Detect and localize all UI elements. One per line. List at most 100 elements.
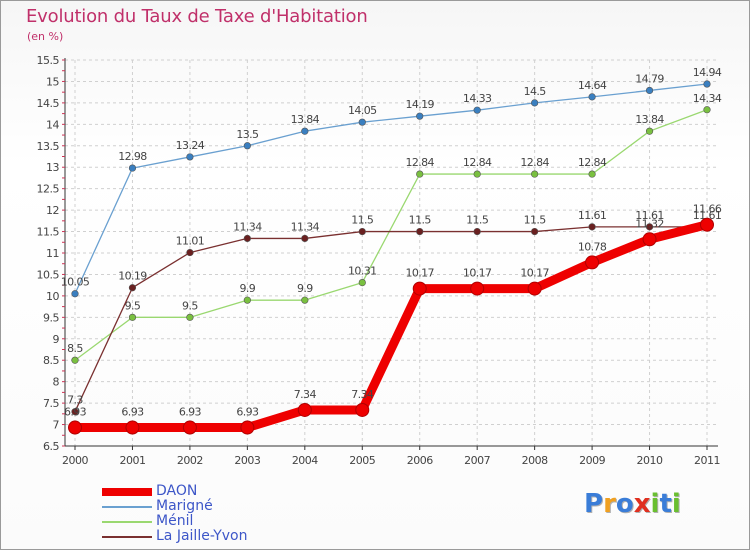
- data-point: [531, 227, 539, 236]
- data-label: 14.64: [578, 79, 607, 92]
- logo-letter: P: [584, 489, 604, 519]
- data-point: [585, 255, 600, 270]
- data-label: 9.9: [240, 282, 256, 295]
- y-tick-label: 12.5: [37, 183, 60, 196]
- y-tick-label: 8.5: [43, 354, 59, 367]
- data-label: 11.5: [524, 214, 547, 227]
- data-label: 14.94: [693, 66, 722, 79]
- data-label: 12.98: [118, 150, 147, 163]
- data-point: [642, 232, 657, 247]
- series-marign-: 10.05 12.98 13.24 13.5 13.84 14.05 14.19 14.33 1…: [61, 66, 722, 298]
- data-point: [186, 153, 194, 161]
- grid: [65, 59, 718, 447]
- data-label: 14.19: [405, 98, 434, 111]
- data-point: [470, 281, 485, 296]
- data-point: [645, 223, 654, 231]
- data-point: [473, 106, 481, 114]
- y-tick-label: 13: [46, 161, 59, 174]
- x-tick-label: 2000: [62, 454, 88, 467]
- x-tick-label: 2002: [177, 454, 203, 467]
- data-label: 11.66: [693, 203, 722, 216]
- data-point: [128, 313, 137, 321]
- data-point: [186, 313, 194, 321]
- y-tick-label: 9.5: [43, 311, 59, 324]
- data-label: 6.93: [236, 406, 259, 419]
- data-point: [588, 223, 596, 231]
- y-tick-label: 13.5: [37, 140, 60, 153]
- data-point: [588, 170, 596, 178]
- data-point: [412, 281, 427, 296]
- data-point: [416, 112, 424, 120]
- data-label: 13.5: [236, 128, 259, 141]
- data-point: [527, 281, 542, 296]
- data-label: 12.84: [405, 156, 434, 169]
- x-tick-label: 2009: [579, 454, 605, 467]
- x-tick-label: 2010: [637, 454, 663, 467]
- x-tick-label: 2001: [119, 454, 145, 467]
- data-label: 10.17: [405, 267, 434, 280]
- data-point: [355, 402, 370, 417]
- legend-swatch: [102, 506, 152, 508]
- data-label: 14.5: [524, 85, 547, 98]
- data-point: [71, 356, 79, 364]
- data-point: [416, 170, 424, 178]
- data-point: [416, 227, 424, 236]
- data-label: 9.5: [182, 299, 198, 312]
- x-tick-label: 2011: [694, 454, 720, 467]
- y-tick-label: 15: [46, 75, 59, 88]
- y-tick-label: 6.5: [43, 440, 59, 453]
- series-line: [70, 220, 712, 433]
- data-point: [588, 93, 596, 101]
- data-point: [358, 118, 366, 126]
- y-tick-label: 8: [53, 376, 60, 389]
- legend-label: Marigné: [156, 498, 213, 514]
- data-label: 6.93: [179, 406, 202, 419]
- y-tick-label: 10.5: [37, 268, 60, 281]
- data-point: [473, 170, 481, 178]
- legend-swatch: [102, 488, 152, 496]
- data-label: 9.5: [125, 299, 141, 312]
- data-point: [531, 99, 539, 107]
- data-point: [182, 420, 197, 435]
- data-label: 11.5: [409, 214, 432, 227]
- data-label: 11.34: [233, 220, 262, 233]
- data-label: 8.5: [67, 342, 83, 355]
- data-point: [703, 106, 711, 114]
- y-tick-label: 7.5: [43, 397, 59, 410]
- y-tick-label: 11: [46, 247, 59, 260]
- series-line: [74, 226, 708, 413]
- data-point: [186, 248, 194, 257]
- logo-letter: x: [633, 489, 651, 519]
- chart-title: Evolution du Taux de Taxe d'Habitation: [26, 6, 368, 27]
- data-label: 13.84: [291, 113, 320, 126]
- y-tick-label: 14.5: [37, 97, 60, 110]
- data-label: 7.34: [294, 388, 317, 401]
- legend-label: Ménil: [156, 513, 194, 529]
- data-point: [700, 217, 714, 232]
- y-tick-label: 15.5: [37, 54, 60, 67]
- data-point: [645, 86, 654, 95]
- data-point: [358, 278, 366, 287]
- unit-label: (en %): [27, 30, 64, 43]
- data-label: 12.84: [463, 156, 492, 169]
- data-label: 11.61: [693, 209, 722, 222]
- x-tick-label: 2004: [292, 454, 318, 467]
- data-label: 10.31: [348, 265, 377, 278]
- data-point: [240, 420, 255, 435]
- data-label: 10.17: [463, 267, 492, 280]
- data-label: 11.01: [176, 235, 205, 248]
- data-point: [128, 164, 137, 172]
- x-tick-label: 2003: [234, 454, 260, 467]
- y-tick-label: 9: [53, 333, 60, 346]
- data-label: 7.34: [351, 388, 374, 401]
- data-label: 7.3: [67, 394, 83, 407]
- data-point: [297, 402, 312, 417]
- data-label: 11.34: [291, 220, 320, 233]
- data-label: 13.24: [176, 139, 205, 152]
- data-point: [71, 408, 79, 416]
- data-point: [301, 127, 309, 135]
- data-label: 11.5: [351, 214, 374, 227]
- logo-letter: t: [659, 489, 672, 519]
- data-label: 11.61: [578, 209, 607, 222]
